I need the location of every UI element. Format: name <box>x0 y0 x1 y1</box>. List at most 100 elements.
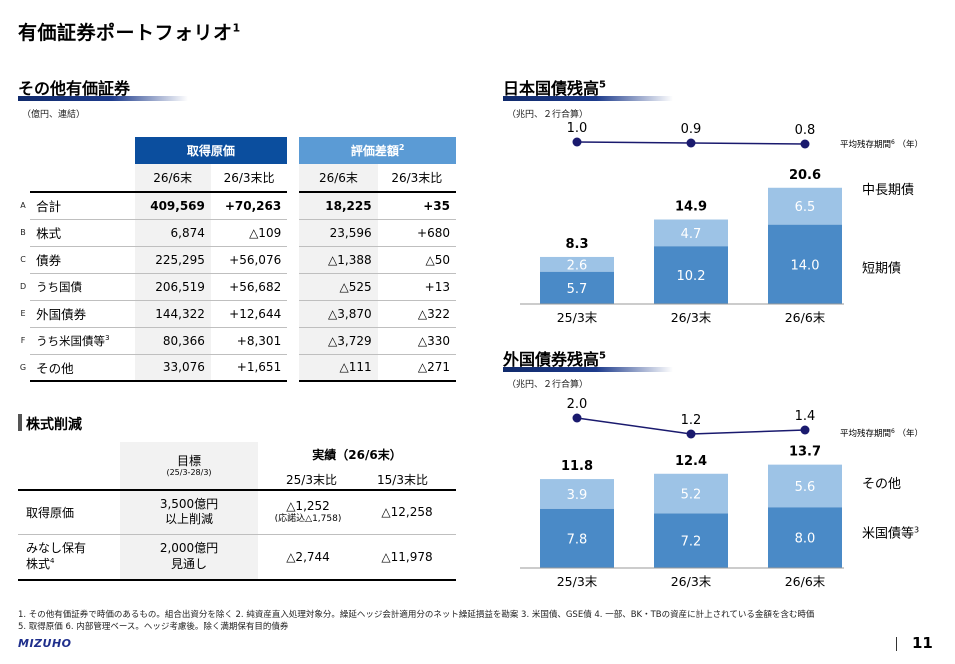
duration-point <box>572 413 582 423</box>
duration-label: 1.0 <box>567 121 588 136</box>
duration-legend-label: 平均残存期間6 （年） <box>840 139 923 150</box>
heading-underline <box>503 96 673 101</box>
row-letter: D <box>19 282 27 291</box>
segment-label: 5.6 <box>795 480 816 495</box>
page-title: 有価証券ポートフォリオ1 <box>18 21 241 44</box>
jgb-chart-title: 日本国債残高5 <box>503 79 606 98</box>
segment-label: 2.6 <box>567 258 588 273</box>
target-value: 3,500億円 以上削減 <box>120 490 258 534</box>
row-letter: F <box>20 336 26 345</box>
row-letter: G <box>19 363 27 372</box>
cost-change: +12,644 <box>210 300 288 328</box>
bar-segment <box>540 271 614 304</box>
divider <box>896 637 897 651</box>
footnote: 5. 取得原価 6. 内部管理ベース。ヘッジ考慮後。除く満期保有目的債券 <box>18 622 289 632</box>
valuation-change: +13 <box>377 273 456 301</box>
duration-legend-label: 平均残存期間6 （年） <box>840 428 923 439</box>
duration-point <box>572 137 582 147</box>
cost-value: 144,322 <box>134 300 211 328</box>
row-label: うち米国債等3 <box>30 327 135 355</box>
foreign-bond-chart-title: 外国債券残高5 <box>503 350 606 369</box>
segment-label: 4.7 <box>681 227 702 242</box>
duration-label: 0.9 <box>681 122 702 137</box>
bar-segment <box>654 513 728 568</box>
jgb-balance-chart: 1.0 0.9 0.8 平均残存期間6 （年） 5.7 2.6 8.3 25/3末 10.2 4.… <box>520 121 923 325</box>
cost-change: +56,682 <box>210 273 288 301</box>
heading-underline <box>503 367 673 372</box>
valuation-change: △322 <box>377 300 456 328</box>
cost-value: 80,366 <box>134 327 211 355</box>
bar-segment <box>768 507 842 568</box>
bar-segment <box>768 187 842 225</box>
row-letter: C <box>20 255 26 264</box>
sub-header: 26/6末 <box>299 164 378 193</box>
series-legend-label: その他 <box>862 477 901 492</box>
table-row: B 株式 6,874 △109 23,596 +680 <box>16 219 456 247</box>
stock-reduction-table: 目標 (25/3-28/3) 実績（26/6末） 25/3末比 15/3末比 取… <box>18 442 456 581</box>
valuation-change: △271 <box>377 354 456 382</box>
section-marker <box>18 414 22 431</box>
row-label: 債券 <box>30 246 135 274</box>
duration-label: 1.2 <box>681 413 702 428</box>
series-legend-label: 短期債 <box>862 261 901 276</box>
bar-segment <box>768 224 842 304</box>
table-row: F うち米国債等3 80,366 +8,301 △3,729 △330 <box>16 327 456 355</box>
segment-label: 6.5 <box>795 200 816 215</box>
bar-segment <box>654 473 728 514</box>
segment-label: 10.2 <box>677 269 706 284</box>
cost-value: 33,076 <box>134 354 211 382</box>
duration-point <box>800 425 810 435</box>
actual-value: △11,978 <box>381 549 433 564</box>
row-label: その他 <box>30 354 135 382</box>
sub-header: 26/6末 <box>134 164 211 193</box>
valuation-change: +680 <box>377 219 456 247</box>
total-label: 13.7 <box>789 445 821 460</box>
category-label: 26/3末 <box>671 574 712 589</box>
table-row: E 外国債券 144,322 +12,644 △3,870 △322 <box>16 300 456 328</box>
target-header: 目標 (25/3-28/3) <box>120 442 258 490</box>
segment-label: 5.7 <box>567 282 588 297</box>
target-value: 2,000億円 見通し <box>120 534 258 580</box>
stock-reduction-heading: 株式削減 <box>26 417 82 433</box>
bar-segment <box>540 479 614 509</box>
table-row: 取得原価 3,500億円 以上削減 △1,252 (応諾込△1,758) △12,2… <box>18 490 456 534</box>
duration-label: 0.8 <box>795 123 816 138</box>
category-label: 26/6末 <box>785 310 826 325</box>
table-row: みなし保有 株式4 2,000億円 見通し △2,744 △11,978 <box>18 534 456 580</box>
row-label: 合計 <box>30 191 135 220</box>
valuation-change: +35 <box>377 191 456 220</box>
row-label: うち国債 <box>30 273 135 301</box>
table-row: D うち国債 206,519 +56,682 △525 +13 <box>16 273 456 301</box>
valuation-value: △111 <box>299 354 378 382</box>
table-row: A 合計 409,569 +70,263 18,225 +35 <box>16 191 456 220</box>
cost-value: 409,569 <box>134 191 211 220</box>
sub-header: 26/3末比 <box>377 164 456 193</box>
duration-point <box>800 139 810 149</box>
valuation-value: 18,225 <box>299 191 378 220</box>
bar-segment <box>768 464 842 508</box>
category-label: 26/3末 <box>671 310 712 325</box>
segment-label: 14.0 <box>791 258 820 273</box>
jgb-unit: （兆円、２行合算） <box>507 110 589 120</box>
valuation-value: △3,870 <box>299 300 378 328</box>
cost-value: 225,295 <box>134 246 211 274</box>
actual-header: 実績（26/6末） 25/3末比 15/3末比 <box>286 448 428 487</box>
series-legend-label: 米国債等3 <box>862 526 919 542</box>
row-letter: E <box>20 309 26 318</box>
sub-header: 26/3末比 <box>210 164 288 193</box>
foreign-bond-unit: （兆円、２行合算） <box>507 380 589 390</box>
actual-value: △2,744 <box>286 549 330 564</box>
bar-segment <box>654 219 728 247</box>
valuation-value: △1,388 <box>299 246 378 274</box>
valuation-value: 23,596 <box>299 219 378 247</box>
duration-point <box>686 429 696 439</box>
segment-label: 7.8 <box>567 532 588 547</box>
valuation-change: △50 <box>377 246 456 274</box>
segment-label: 5.2 <box>681 488 702 503</box>
segment-label: 8.0 <box>795 532 816 547</box>
row-label: 外国債券 <box>30 300 135 328</box>
mizuho-logo: MIZUHO <box>18 637 72 650</box>
cost-change: +70,263 <box>210 191 288 220</box>
row-label: 株式 <box>30 219 135 247</box>
row-letter: B <box>20 228 26 237</box>
